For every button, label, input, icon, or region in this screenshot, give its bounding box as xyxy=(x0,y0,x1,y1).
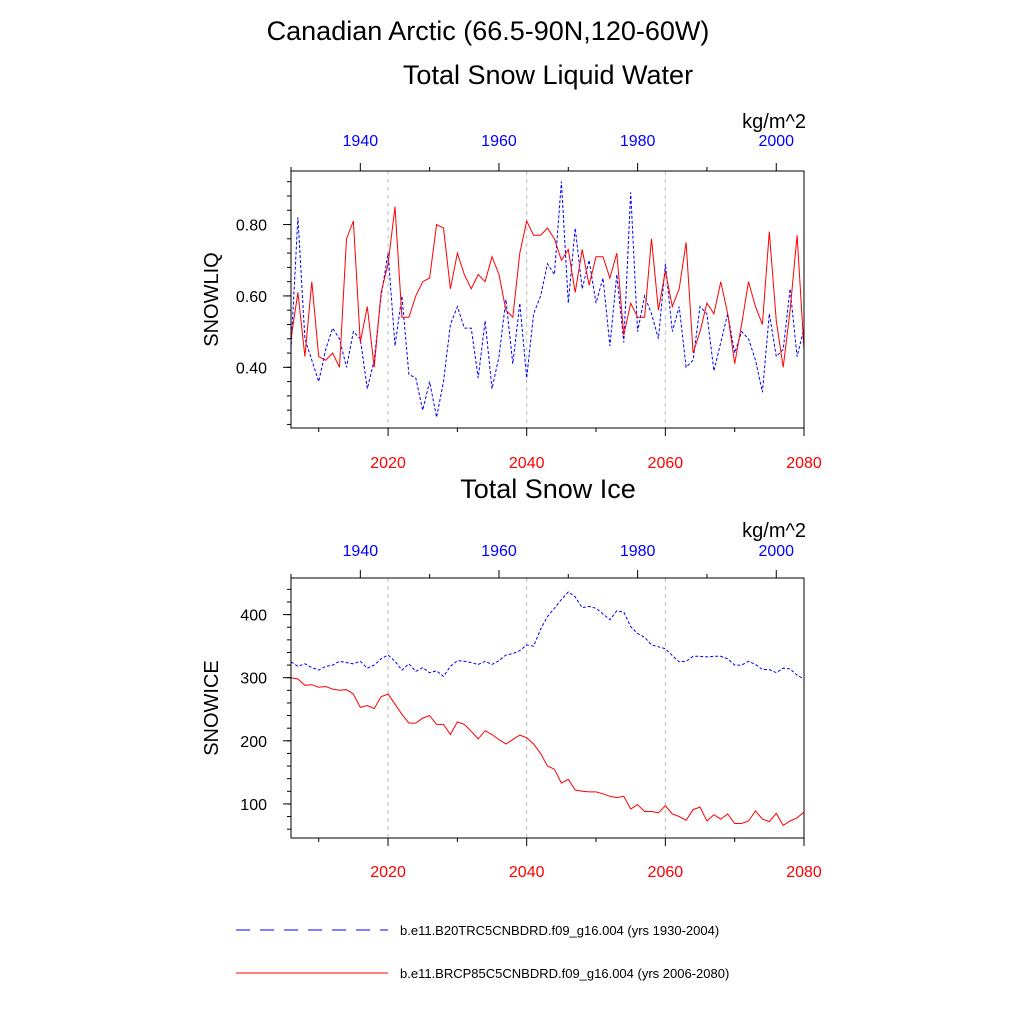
x-top-tick-label: 2000 xyxy=(758,133,794,150)
x-top-tick-label: 1960 xyxy=(481,543,517,560)
x-top-tick-label: 1980 xyxy=(620,133,656,150)
panel2-title: Total Snow Ice xyxy=(460,474,636,504)
y-tick-label: 0.40 xyxy=(236,360,267,377)
y-axis-title: SNOWLIQ xyxy=(201,252,223,346)
y-tick-label: 300 xyxy=(240,671,267,688)
series-line-historical xyxy=(290,591,805,680)
x-bottom-tick-label: 2080 xyxy=(786,864,822,881)
y-tick-label: 0.80 xyxy=(236,218,267,235)
x-bottom-tick-label: 2040 xyxy=(509,455,545,472)
legend-label: b.e11.B20TRC5CNBDRD.f09_g16.004 (yrs 193… xyxy=(400,923,719,938)
legend: b.e11.B20TRC5CNBDRD.f09_g16.004 (yrs 193… xyxy=(236,923,729,981)
panel1-title: Total Snow Liquid Water xyxy=(402,60,694,90)
y-tick-label: 400 xyxy=(240,608,267,625)
x-bottom-tick-label: 2060 xyxy=(648,864,684,881)
plot-frame xyxy=(290,577,805,839)
plot-frame xyxy=(290,170,805,429)
x-top-tick-label: 1940 xyxy=(343,543,379,560)
x-top-tick-label: 1980 xyxy=(620,543,656,560)
x-bottom-tick-label: 2020 xyxy=(370,455,406,472)
x-bottom-tick-label: 2020 xyxy=(370,864,406,881)
legend-label: b.e11.BRCP85C5CNBDRD.f09_g16.004 (yrs 20… xyxy=(400,966,729,981)
series-line-historical xyxy=(290,181,805,418)
x-top-tick-label: 2000 xyxy=(758,543,794,560)
x-bottom-tick-label: 2060 xyxy=(648,455,684,472)
y-tick-label: 0.60 xyxy=(236,289,267,306)
x-bottom-tick-label: 2080 xyxy=(786,455,822,472)
units-label: kg/m^2 xyxy=(742,520,806,542)
panel-snowice: 100 200 300 400 2020 2040 2060 2080 1940 1960 1980… xyxy=(201,520,822,881)
x-top-tick-label: 1940 xyxy=(343,133,379,150)
y-tick-label: 100 xyxy=(240,797,267,814)
x-top-tick-label: 1960 xyxy=(481,133,517,150)
units-label: kg/m^2 xyxy=(742,111,806,133)
x-bottom-tick-label: 2040 xyxy=(509,864,545,881)
series-line-rcp85 xyxy=(290,206,805,368)
y-tick-label: 200 xyxy=(240,734,267,751)
panel-snowliq: 0.40 0.60 0.80 2020 2040 2060 2080 1940 1960 1980… xyxy=(201,111,822,472)
y-axis-title: SNOWICE xyxy=(201,660,223,756)
figure-title: Canadian Arctic (66.5-90N,120-60W) xyxy=(266,16,710,46)
series-line-rcp85 xyxy=(290,677,805,827)
